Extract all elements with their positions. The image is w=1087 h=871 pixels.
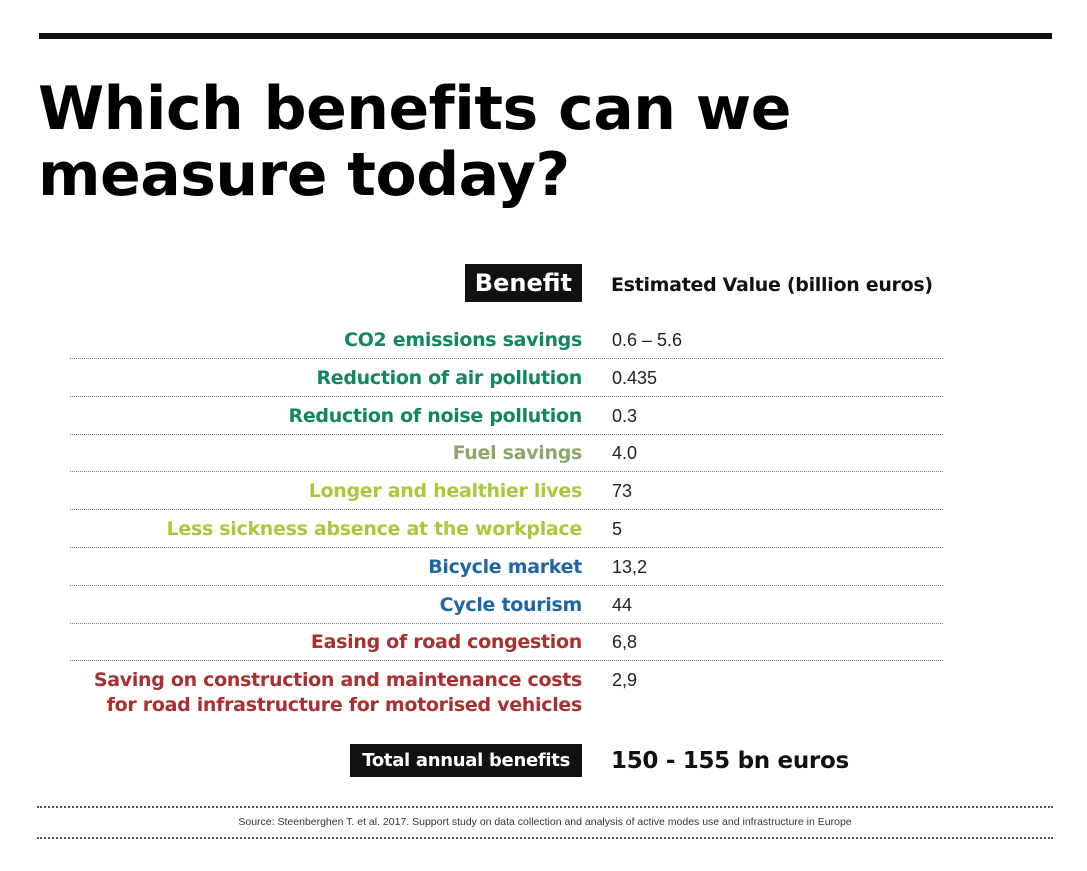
total-label: Total annual benefits [350,744,582,777]
benefit-value: 4.0 [612,443,638,464]
row-divider [70,622,943,624]
benefit-value: 2,9 [612,670,638,691]
benefit-value: 5 [612,519,623,539]
row-divider [70,547,943,548]
row-divider [70,660,943,662]
benefit-label: Less sickness absence at the workplace [166,518,583,540]
benefit-value: 73 [612,481,633,502]
column-header-estimated-value: Estimated Value (billion euros) [611,274,933,296]
page-title: Which benefits can we measure today? [38,74,791,210]
row-divider [70,509,943,511]
row-divider [70,395,943,397]
benefit-label: Bicycle market [428,555,582,578]
column-header-benefit: Benefit [464,264,582,302]
source-divider-bottom [37,837,1053,839]
row-divider [70,358,943,359]
benefit-label: Fuel savings [452,442,583,465]
benefit-label: Longer and healthier lives [308,480,583,503]
benefit-value: 6,8 [612,632,638,653]
row-divider [70,471,943,473]
row-divider [70,584,943,586]
source-citation: Source: Steenberghen T. et al. 2017. Sup… [238,816,852,828]
top-rule [39,33,1052,39]
row-divider [70,433,943,435]
benefit-value: 0.3 [612,405,638,426]
benefit-value: 44 [612,594,633,615]
benefit-label: Cycle tourism [439,593,583,616]
benefit-value: 13,2 [612,556,648,577]
benefit-label: Reduction of air pollution [316,366,582,389]
benefit-value: 0.6 – 5.6 [612,330,683,350]
benefit-value: 0.435 [612,367,658,388]
source-divider-top [37,806,1053,808]
benefit-label: CO2 emissions savings [344,329,582,351]
benefit-label: Easing of road congestion [310,631,582,654]
benefit-label: Saving on construction and maintenance c… [93,669,582,717]
total-value: 150 - 155 bn euros [611,748,849,774]
benefit-label: Reduction of noise pollution [288,404,582,427]
